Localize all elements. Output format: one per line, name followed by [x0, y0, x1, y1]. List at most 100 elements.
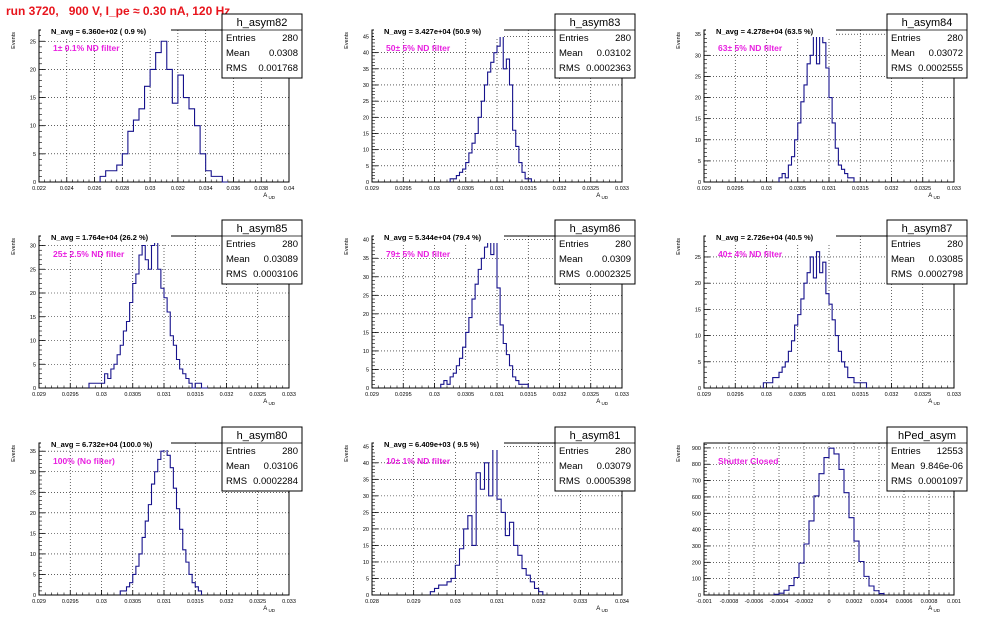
- stats-box: [221, 426, 303, 492]
- x-tick-label: 0.0305: [789, 186, 806, 192]
- histogram-bars: [773, 447, 885, 595]
- x-axis-title: A UD: [596, 193, 609, 200]
- stats-box: [554, 219, 636, 285]
- x-tick-label: 0.033: [947, 186, 961, 192]
- y-tick-label: 20: [30, 67, 36, 73]
- x-tick-label: 0.0295: [727, 392, 744, 398]
- stats-key: Entries: [226, 446, 256, 457]
- stats-key: Entries: [559, 33, 589, 44]
- x-tick-label: 0.0325: [582, 392, 599, 398]
- y-tick-label: 25: [363, 293, 369, 299]
- x-tick-label: 0.03: [761, 392, 772, 398]
- x-tick-label: 0.0295: [62, 599, 79, 605]
- stats-value: 0.0001097: [918, 476, 963, 487]
- x-axis-title-subscript: UD: [600, 608, 609, 613]
- x-tick-label: 0.0315: [187, 392, 204, 398]
- stats-value: 0.03102: [597, 48, 631, 59]
- n-avg-label: N_avg = 2.726e+04 (40.5 %): [716, 233, 814, 242]
- histogram-bars: [762, 251, 868, 388]
- x-tick-label: 0.029: [365, 186, 379, 192]
- n-avg-box: [41, 26, 171, 37]
- histogram-bars: [449, 35, 532, 182]
- stats-value: 0.03089: [264, 254, 298, 265]
- y-tick-label: 0: [366, 180, 369, 186]
- y-tick-label: 0: [366, 386, 369, 392]
- stats-value: 0.001768: [258, 63, 298, 74]
- x-tick-label: 0.031: [157, 392, 171, 398]
- x-tick-label: 0.029: [32, 599, 46, 605]
- y-tick-label: 25: [363, 99, 369, 105]
- stats-box: [221, 219, 303, 285]
- filter-label: 1± 0.1% ND filter: [53, 43, 120, 53]
- x-axis-title: A UD: [596, 399, 609, 406]
- histogram-panel: 0.029 0.0295 0.03 0.0305 0.031 0.0315 0.032 0.0…: [676, 13, 968, 200]
- y-tick-label: 20: [695, 96, 701, 102]
- stats-key: RMS: [226, 476, 247, 487]
- x-tick-label: 0.0325: [249, 392, 266, 398]
- stats-key: Entries: [559, 239, 589, 250]
- stats-box: [554, 426, 636, 492]
- stats-key: RMS: [891, 63, 912, 74]
- y-tick-label: 30: [695, 53, 701, 59]
- x-axis-title: A UD: [928, 606, 941, 613]
- stats-key: RMS: [226, 269, 247, 280]
- histogram-bars: [119, 442, 203, 595]
- stats-value: 0.03072: [929, 48, 963, 59]
- stats-hist-name: h_asym80: [237, 430, 288, 442]
- y-tick-label: 15: [695, 307, 701, 313]
- x-axis-title: A UD: [263, 606, 276, 613]
- stats-hist-name: h_asym83: [570, 17, 621, 29]
- stats-value: 0.03085: [929, 254, 963, 265]
- y-tick-label: 35: [363, 67, 369, 73]
- y-tick-label: 15: [30, 96, 36, 102]
- x-tick-label: 0: [827, 599, 830, 605]
- x-tick-label: 0.026: [88, 186, 102, 192]
- x-axis-title-subscript: UD: [267, 608, 276, 613]
- stats-box: [221, 13, 303, 79]
- x-tick-label: -0.0004: [770, 599, 789, 605]
- stats-key: RMS: [891, 476, 912, 487]
- x-tick-label: 0.03: [450, 599, 461, 605]
- stats-key: Entries: [891, 33, 921, 44]
- x-tick-label: 0.03: [429, 392, 440, 398]
- x-axis-title: A UD: [263, 193, 276, 200]
- y-tick-label: 0: [698, 386, 701, 392]
- histogram-panel: 0.029 0.0295 0.03 0.0305 0.031 0.0315 0.032 0.0…: [344, 13, 636, 200]
- y-tick-label: 10: [363, 560, 369, 566]
- stats-hist-name: h_asym81: [570, 430, 621, 442]
- stats-key: Mean: [891, 254, 915, 265]
- y-tick-label: 35: [30, 449, 36, 455]
- y-tick-label: 20: [363, 312, 369, 318]
- y-tick-label: 15: [363, 330, 369, 336]
- x-axis-title-subscript: UD: [600, 401, 609, 406]
- stats-value: 0.0002325: [586, 269, 631, 280]
- x-tick-label: 0.0295: [727, 186, 744, 192]
- stats-hist-name: h_asym82: [237, 17, 288, 29]
- x-tick-label: 0.0295: [62, 392, 79, 398]
- x-axis-title: A UD: [596, 606, 609, 613]
- x-tick-label: 0.0004: [871, 599, 888, 605]
- y-tick-label: 0: [33, 593, 36, 599]
- x-axis-title-subscript: UD: [267, 401, 276, 406]
- y-tick-label: 30: [363, 275, 369, 281]
- x-tick-label: 0.033: [615, 186, 629, 192]
- x-tick-label: 0.029: [32, 392, 46, 398]
- x-tick-label: 0.0315: [852, 186, 869, 192]
- y-tick-label: 0: [33, 180, 36, 186]
- n-avg-label: N_avg = 3.427e+04 (50.9 %): [384, 27, 482, 36]
- y-tick-label: 15: [363, 131, 369, 137]
- x-tick-label: 0.038: [254, 186, 268, 192]
- stats-hist-name: h_asym87: [902, 223, 953, 235]
- x-tick-label: 0.029: [407, 599, 421, 605]
- x-tick-label: 0.032: [532, 599, 546, 605]
- stats-value: 280: [615, 239, 631, 250]
- x-axis-title-main: A: [596, 399, 600, 405]
- x-tick-label: 0.033: [615, 392, 629, 398]
- y-axis-title: Events: [676, 32, 682, 49]
- x-axis-title: A UD: [928, 193, 941, 200]
- y-tick-label: 400: [692, 528, 701, 534]
- n-avg-label: N_avg = 1.764e+04 (26.2 %): [51, 233, 149, 242]
- stats-key: Mean: [559, 48, 583, 59]
- x-tick-label: 0.0315: [852, 392, 869, 398]
- y-axis-title: Events: [11, 238, 17, 255]
